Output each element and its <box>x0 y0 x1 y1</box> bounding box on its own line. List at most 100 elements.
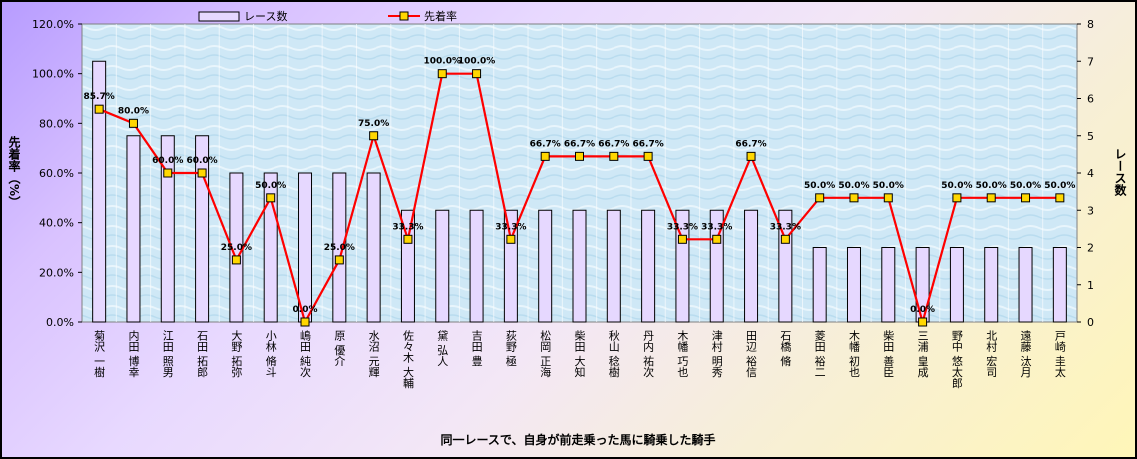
line-marker <box>506 234 516 244</box>
line-marker <box>437 69 447 79</box>
line-marker <box>266 193 276 203</box>
data-label: 50.0% <box>255 181 286 191</box>
left-tick-label: 80.0% <box>39 117 74 130</box>
bar <box>949 247 964 323</box>
bar <box>1052 247 1067 323</box>
category-label: 北村 宏司 <box>985 330 998 378</box>
category-label: 松岡 正海 <box>539 329 552 378</box>
right-tick-label: 8 <box>1087 18 1094 31</box>
bar <box>572 209 587 323</box>
bar <box>744 209 759 323</box>
category-label: 柴田 善臣 <box>882 329 895 378</box>
left-tick-label: 20.0% <box>39 266 74 279</box>
right-axis-title: レース数 <box>1113 148 1127 197</box>
line-marker <box>540 151 550 161</box>
bar <box>641 209 656 323</box>
category-label: 大野 拓弥 <box>230 329 243 378</box>
data-label: 75.0% <box>358 119 389 129</box>
data-label: 33.3% <box>495 222 526 232</box>
right-tick-label: 3 <box>1087 204 1094 217</box>
data-label: 0.0% <box>293 305 318 315</box>
line-marker <box>986 193 996 203</box>
line-marker <box>1055 193 1065 203</box>
category-label: 原 優介 <box>333 330 346 367</box>
data-label: 50.0% <box>1010 181 1041 191</box>
category-label: 戸崎 圭太 <box>1053 330 1066 378</box>
data-label: 66.7% <box>633 139 664 149</box>
line-marker <box>163 168 173 178</box>
line-marker <box>918 317 928 327</box>
line-marker <box>1021 193 1031 203</box>
data-label: 66.7% <box>598 139 629 149</box>
bar <box>812 247 827 323</box>
category-label: 菊沢 一樹 <box>93 330 106 378</box>
line-marker <box>231 255 241 265</box>
category-label: 内田 博幸 <box>127 329 140 378</box>
data-label: 50.0% <box>838 181 869 191</box>
category-label: 水沼 元輝 <box>367 330 380 378</box>
line-marker <box>334 255 344 265</box>
line-marker <box>712 234 722 244</box>
data-label: 25.0% <box>221 243 252 253</box>
data-label: 33.3% <box>667 222 698 232</box>
line-marker <box>677 234 687 244</box>
category-label: 津村 明秀 <box>710 330 723 378</box>
legend-label-races: レース数 <box>244 10 287 23</box>
bar <box>435 209 450 323</box>
category-label: 木幡 初也 <box>847 330 860 378</box>
category-label: 柴田 大知 <box>573 329 586 378</box>
bar <box>1018 247 1033 323</box>
data-label: 25.0% <box>324 243 355 253</box>
line-marker <box>952 193 962 203</box>
category-label: 三浦 皇成 <box>916 330 929 378</box>
category-label: 江田 照男 <box>161 330 174 378</box>
left-axis-title: 先着率（%） <box>7 135 21 208</box>
data-label: 66.7% <box>564 139 595 149</box>
category-label: 嶋田 純次 <box>299 329 312 378</box>
line-marker <box>94 104 104 114</box>
line-marker <box>883 193 893 203</box>
line-marker <box>128 118 138 128</box>
category-label: 秋山 稔樹 <box>607 329 620 378</box>
left-tick-label: 0.0% <box>46 316 74 329</box>
data-label: 66.7% <box>735 139 766 149</box>
left-tick-label: 100.0% <box>32 68 74 81</box>
bar <box>298 172 313 323</box>
bar <box>469 209 484 323</box>
right-tick-label: 1 <box>1087 279 1094 292</box>
right-tick-label: 6 <box>1087 93 1094 106</box>
bar <box>846 247 861 323</box>
data-label: 100.0% <box>424 57 462 67</box>
category-label: 田辺 裕信 <box>745 330 758 378</box>
data-label: 50.0% <box>941 181 972 191</box>
line-marker <box>575 151 584 161</box>
right-tick-label: 0 <box>1087 316 1094 329</box>
line-marker <box>197 168 207 178</box>
data-label: 50.0% <box>1044 181 1075 191</box>
category-label: 黛 弘人 <box>436 330 449 367</box>
data-label: 33.3% <box>701 222 732 232</box>
legend-bar-swatch <box>198 11 240 22</box>
category-label: 小林 脩斗 <box>264 330 277 378</box>
bar <box>160 135 175 323</box>
data-label: 100.0% <box>458 57 496 67</box>
line-marker <box>300 317 310 327</box>
bar <box>332 172 347 323</box>
line-marker <box>780 234 790 244</box>
bar <box>606 209 621 323</box>
bar <box>881 247 896 323</box>
legend-label-rate: 先着率 <box>424 9 457 23</box>
bar <box>366 172 381 323</box>
line-marker <box>472 69 482 79</box>
category-label: 吉田 豊 <box>470 330 483 367</box>
category-label: 木幡 巧也 <box>676 330 689 378</box>
legend-marker-swatch <box>399 11 409 21</box>
category-label: 野中 悠太郎 <box>950 330 963 389</box>
bar <box>538 209 553 323</box>
line-marker <box>746 151 756 161</box>
right-tick-label: 5 <box>1087 130 1094 143</box>
data-label: 85.7% <box>84 92 115 102</box>
category-label: 石橋 脩 <box>779 330 792 367</box>
category-label: 丹内 祐次 <box>642 330 655 378</box>
